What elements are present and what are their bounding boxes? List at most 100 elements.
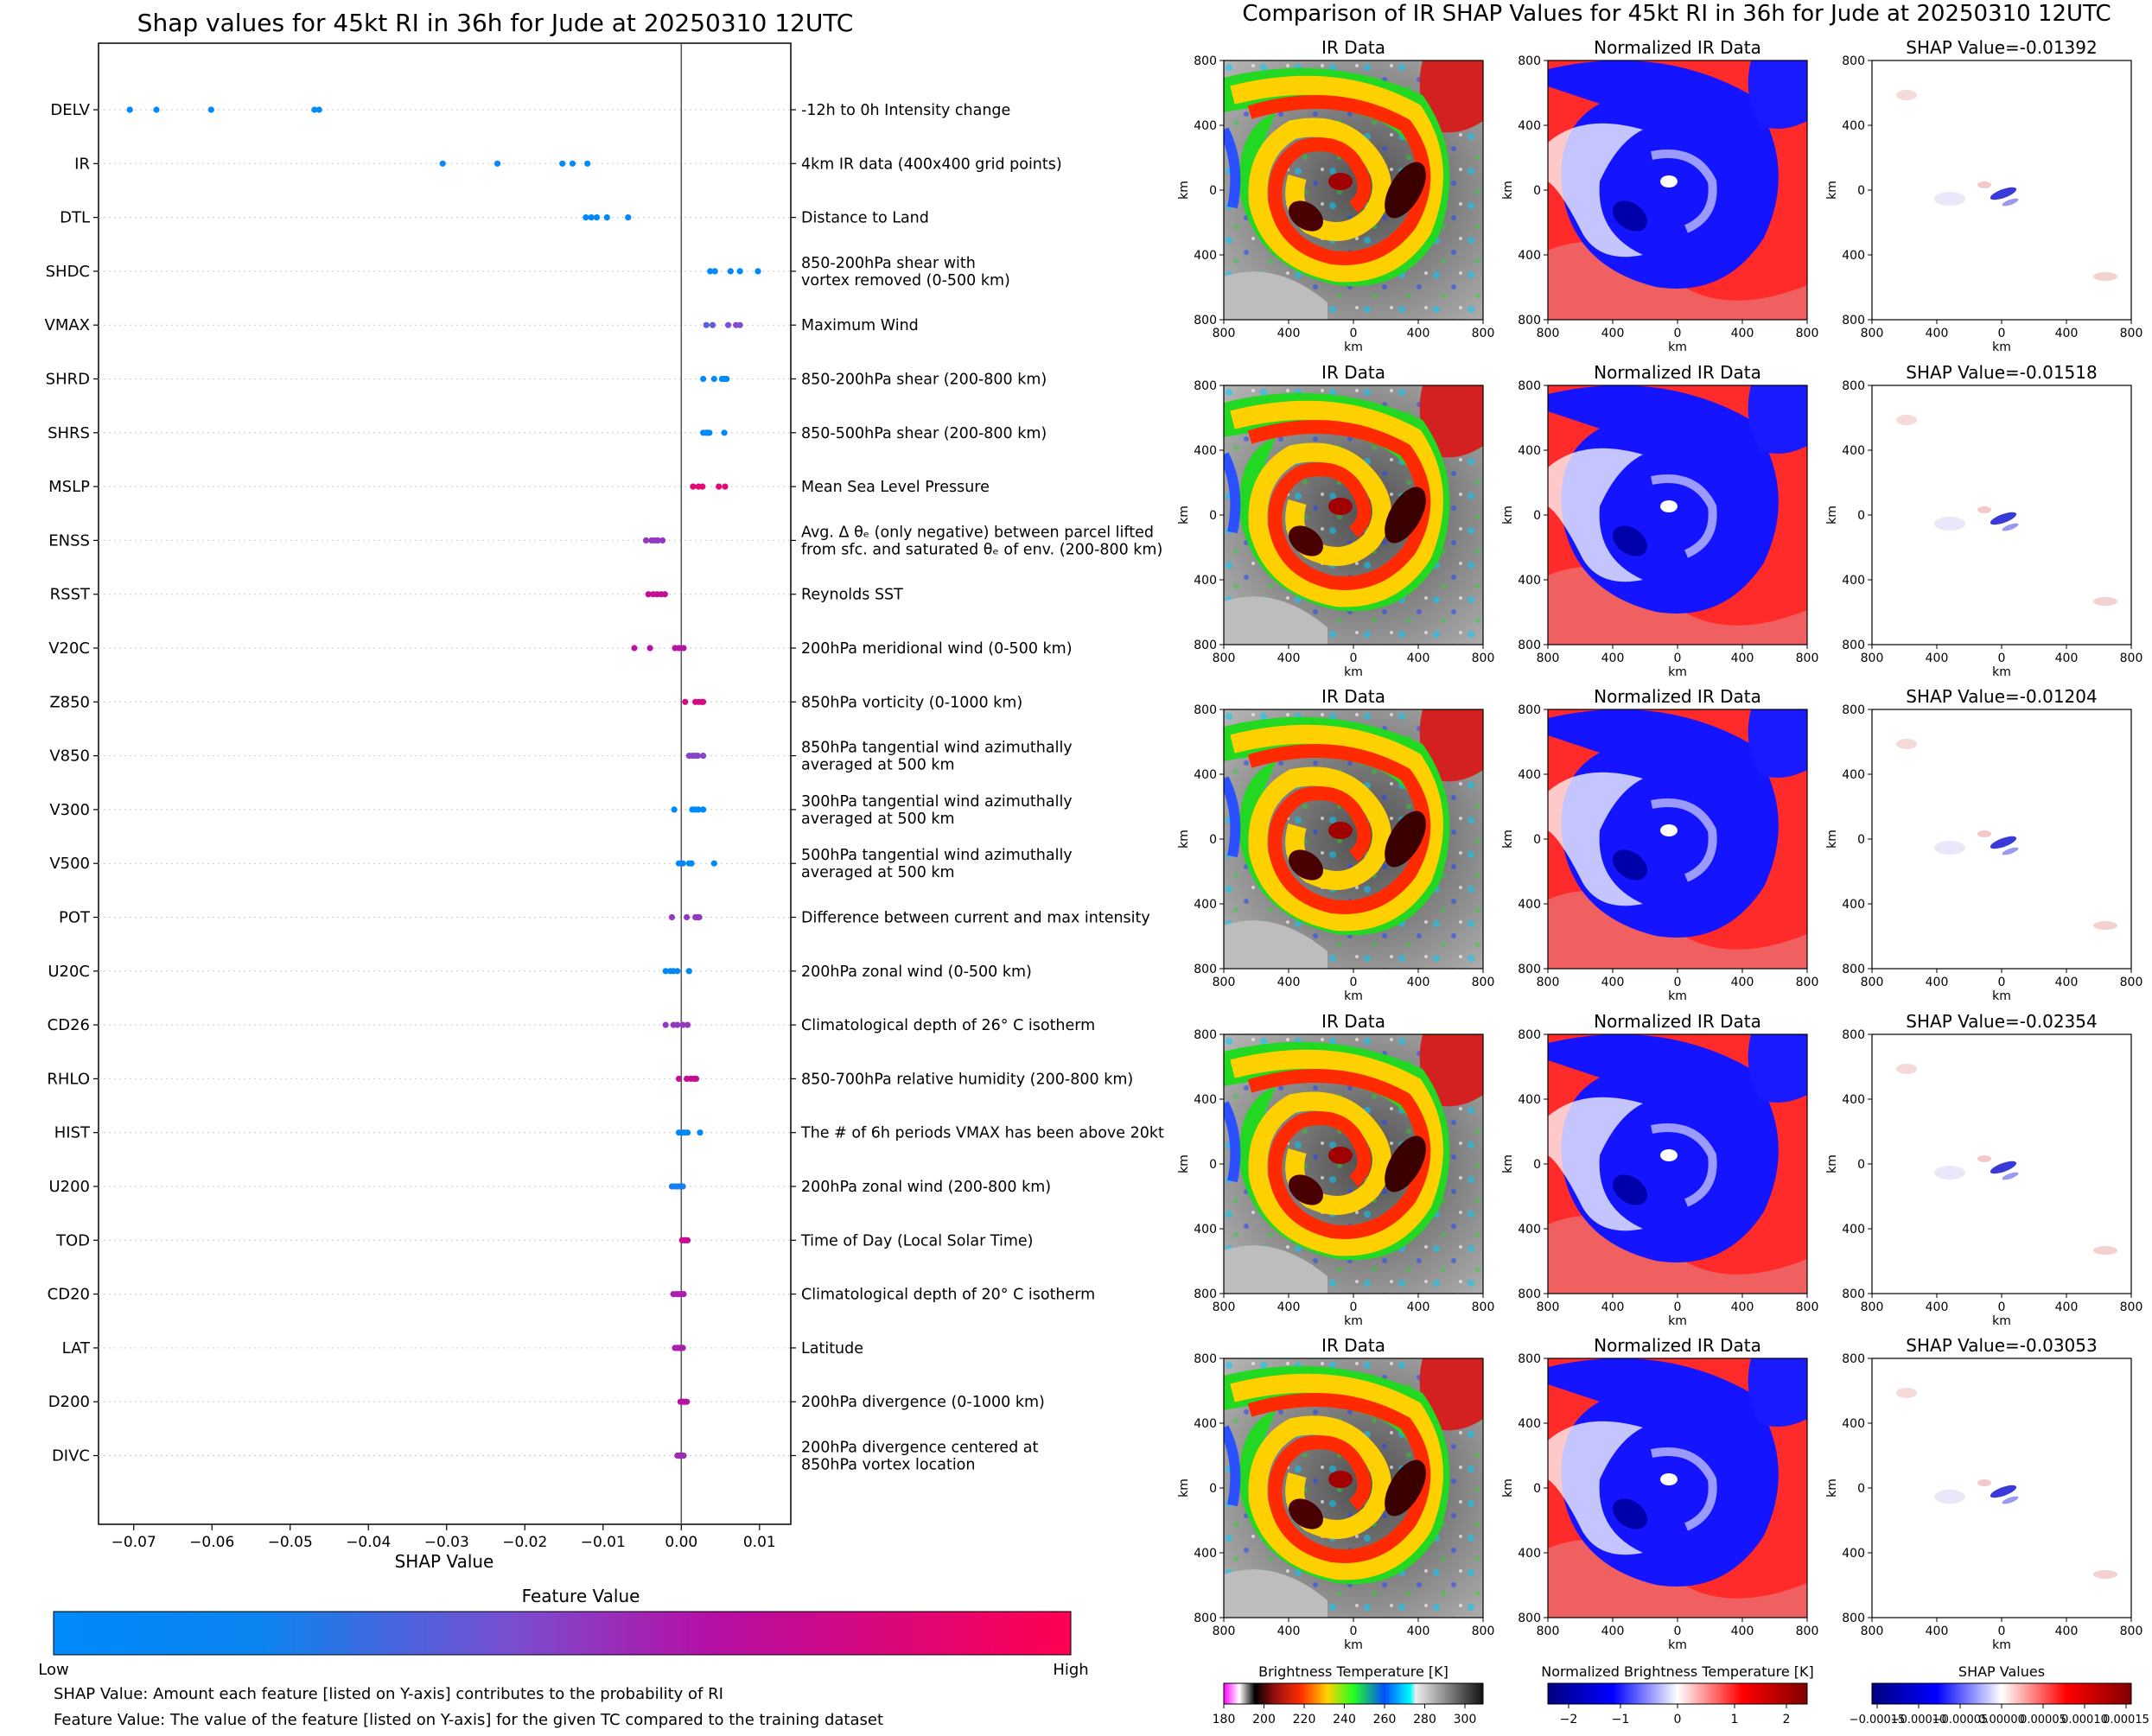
panel-y-tick-label: 400: [1842, 1093, 1865, 1107]
note-feature-value: Feature Value: The value of the feature …: [54, 1711, 883, 1729]
shap-point-shrs: [704, 429, 711, 436]
panel-x-tick-label: 400: [1277, 1300, 1301, 1314]
panel-x-tick-label: 800: [1213, 652, 1236, 665]
shap-point-shdc: [707, 268, 714, 275]
panel-x-tick-label: 0: [1674, 976, 1682, 989]
shap-negative-feature: [1990, 512, 2017, 525]
shap-point-cd20: [680, 1291, 687, 1298]
shap-panel-title: SHAP Value=-0.03053: [1906, 1335, 2097, 1356]
shap-point-pot: [696, 913, 703, 921]
panel-y-tick-label: 0: [1533, 509, 1541, 523]
panel-y-tick-label: 800: [1842, 1028, 1865, 1042]
normalized-ir-image: [1548, 60, 1807, 320]
panel-x-tick-label: 400: [1601, 327, 1625, 340]
panel-y-axis-label: km: [1177, 181, 1191, 200]
panel-x-axis-label: km: [1668, 1314, 1687, 1328]
panel-x-tick-label: 800: [2120, 652, 2143, 665]
shap-point-u20c: [674, 968, 681, 975]
panel-y-tick-label: 400: [1194, 1547, 1217, 1561]
shap-point-shrs: [721, 429, 728, 436]
shap-negative-feature: [2002, 1172, 2019, 1180]
shap-negative-feature: [1934, 1166, 1965, 1180]
feature-name-ir: IR: [74, 155, 90, 173]
panel-y-tick-label: 800: [1518, 639, 1541, 652]
shap-point-v300: [671, 806, 678, 813]
shap-point-u200: [679, 1183, 686, 1190]
shap-positive-feature: [1896, 415, 1917, 425]
panel-y-tick-label: 800: [1194, 379, 1217, 393]
feature-desc-d200: 200hPa divergence (0-1000 km): [801, 1394, 1045, 1411]
panel-y-tick-label: 800: [1842, 1612, 1865, 1625]
ir-image: [1224, 385, 1483, 645]
feature-name-v500: V500: [49, 855, 90, 873]
panel-y-axis-label: km: [1825, 506, 1839, 525]
panel-x-tick-label: 800: [1472, 652, 1495, 665]
panel-x-tick-label: 400: [2055, 652, 2079, 665]
panel-title: Normalized IR Data: [1594, 1335, 1761, 1356]
shap-point-ir: [584, 160, 591, 167]
panel-y-tick-label: 400: [1518, 574, 1541, 588]
panel-y-tick-label: 400: [1518, 1417, 1541, 1431]
panel-x-axis-label: km: [1344, 989, 1363, 1003]
shap-panel-title: SHAP Value=-0.02354: [1906, 1011, 2097, 1032]
shap-point-tod: [684, 1237, 691, 1243]
feature-colorbar-high-label: High: [1053, 1661, 1088, 1679]
colorbar-gradient: [1223, 1682, 1484, 1705]
feature-desc-delv: -12h to 0h Intensity change: [801, 102, 1010, 119]
panel-y-tick-label: 0: [1857, 1158, 1865, 1172]
left-x-axis-label: SHAP Value: [395, 1551, 494, 1572]
shap-negative-feature: [1934, 1490, 1965, 1504]
feature-desc-enss: Avg. Δ θₑ (only negative) between parcel…: [801, 524, 1154, 541]
colorbar-title: Normalized Brightness Temperature [K]: [1541, 1663, 1814, 1680]
panel-y-tick-label: 800: [1842, 639, 1865, 652]
panel-y-tick-label: 0: [1857, 833, 1865, 847]
colorbar-tick-label: 0: [1674, 1713, 1682, 1726]
x-tick-label: −0.05: [268, 1534, 313, 1551]
normalized-ir-image: [1548, 709, 1807, 969]
panel-title: Normalized IR Data: [1594, 37, 1761, 58]
shap-point-mslp: [716, 483, 723, 490]
panel-x-tick-label: 400: [1601, 1625, 1625, 1638]
panel-x-tick-label: 800: [1213, 976, 1236, 989]
feature-desc-mslp: Mean Sea Level Pressure: [801, 479, 990, 496]
panel-x-tick-label: 0: [1350, 652, 1358, 665]
feature-name-v300: V300: [49, 801, 90, 819]
panel-x-tick-label: 800: [1213, 1300, 1236, 1314]
feature-name-dtl: DTL: [60, 209, 90, 227]
panel-y-tick-label: 400: [1842, 249, 1865, 263]
panel-x-axis-label: km: [1668, 340, 1687, 354]
panel-r2-c2: Normalized IR Data8008004004000040040080…: [1501, 362, 1818, 679]
panel-x-tick-label: 800: [1861, 976, 1884, 989]
panel-y-tick-label: 400: [1518, 1547, 1541, 1561]
shap-point-shrd: [700, 375, 707, 383]
feature-desc-divc: 850hPa vortex location: [801, 1457, 975, 1474]
panel-y-axis-label: km: [1825, 1478, 1839, 1498]
shap-positive-feature: [1896, 739, 1917, 749]
panel-y-tick-label: 400: [1518, 249, 1541, 263]
panel-y-tick-label: 800: [1842, 314, 1865, 327]
panel-y-tick-label: 0: [1857, 184, 1865, 198]
panel-x-tick-label: 400: [1407, 1625, 1430, 1638]
shap-negative-feature: [1990, 1485, 2017, 1498]
shap-point-v500: [688, 860, 695, 867]
panel-r3-c2: Normalized IR Data8008004004000040040080…: [1501, 686, 1818, 1003]
panel-y-tick-label: 0: [1533, 184, 1541, 198]
feature-name-cd20: CD20: [48, 1286, 90, 1304]
feature-name-cd26: CD26: [48, 1016, 90, 1034]
shap-point-dtl: [625, 214, 632, 221]
panel-r4-c3: SHAP Value=-0.02354800800400400004004008…: [1825, 1011, 2142, 1328]
panel-y-axis-label: km: [1177, 1478, 1191, 1498]
shap-positive-feature: [1977, 181, 1991, 188]
shap-point-z850: [700, 698, 707, 705]
colorbar-tick-label: 240: [1333, 1713, 1356, 1726]
shap-point-dtl: [593, 214, 601, 221]
panel-x-tick-label: 400: [1407, 327, 1430, 340]
shap-point-vmax: [709, 321, 716, 328]
x-tick-label: −0.03: [424, 1534, 469, 1551]
shap-point-rsst: [661, 591, 668, 598]
panel-x-tick-label: 800: [1472, 1300, 1495, 1314]
feature-colorbar-low-label: Low: [38, 1661, 68, 1679]
feature-desc-cd20: Climatological depth of 20° C isotherm: [801, 1287, 1095, 1304]
